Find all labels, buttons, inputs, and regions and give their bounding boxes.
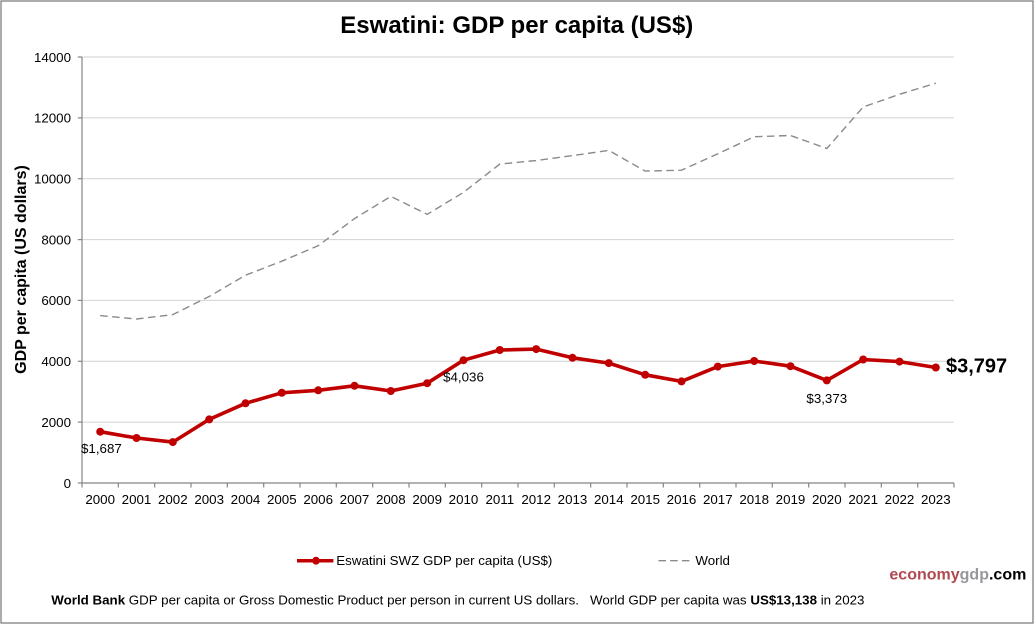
svg-text:World: World [695,553,730,568]
svg-text:2016: 2016 [667,492,697,507]
svg-text:$4,036: $4,036 [443,370,484,385]
svg-text:economygdp.com: economygdp.com [889,567,1026,584]
svg-text:2011: 2011 [485,492,514,507]
svg-text:2013: 2013 [558,492,588,507]
svg-text:$3,797: $3,797 [946,356,1007,378]
svg-text:2007: 2007 [340,492,370,507]
svg-text:2003: 2003 [194,492,224,507]
svg-text:2010: 2010 [449,492,479,507]
svg-text:$1,687: $1,687 [81,441,122,456]
svg-text:2015: 2015 [630,492,660,507]
svg-text:10000: 10000 [34,172,71,187]
svg-text:2017: 2017 [703,492,733,507]
svg-text:2014: 2014 [594,492,624,507]
svg-text:2019: 2019 [776,492,806,507]
svg-text:2006: 2006 [303,492,333,507]
svg-text:2000: 2000 [85,492,115,507]
svg-text:$3,373: $3,373 [806,391,847,406]
svg-text:2009: 2009 [412,492,442,507]
svg-text:2020: 2020 [812,492,842,507]
svg-text:2000: 2000 [41,415,71,430]
svg-text:2018: 2018 [739,492,769,507]
svg-text:Eswatini SWZ GDP per capita (U: Eswatini SWZ GDP per capita (US$) [336,553,552,568]
svg-text:14000: 14000 [34,50,71,65]
svg-text:12000: 12000 [34,111,71,126]
svg-text:2005: 2005 [267,492,297,507]
svg-text:2008: 2008 [376,492,406,507]
svg-text:2004: 2004 [231,492,261,507]
svg-text:2001: 2001 [122,492,152,507]
svg-text:2002: 2002 [158,492,188,507]
svg-text:2022: 2022 [885,492,915,507]
svg-text:2021: 2021 [848,492,878,507]
svg-text:2023: 2023 [921,492,951,507]
svg-text:0: 0 [64,476,71,491]
svg-text:2012: 2012 [521,492,551,507]
svg-text:8000: 8000 [41,232,71,247]
svg-text:4000: 4000 [41,354,71,369]
svg-text:Eswatini: GDP per capita (US$): Eswatini: GDP per capita (US$) [340,12,693,39]
svg-text:World Bank GDP per capita or G: World Bank GDP per capita or Gross Domes… [51,593,864,608]
svg-text:GDP per capita (US dollars): GDP per capita (US dollars) [13,165,30,374]
svg-text:6000: 6000 [41,293,71,308]
